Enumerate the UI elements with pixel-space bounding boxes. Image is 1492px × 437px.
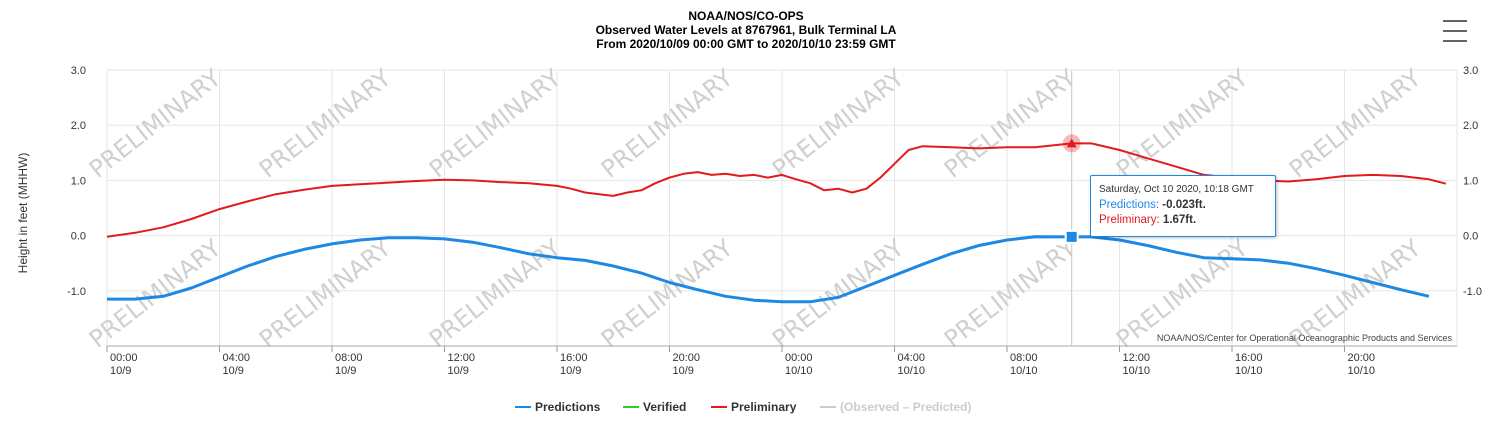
- chart-tooltip: Saturday, Oct 10 2020, 10:18 GMT Predict…: [1090, 175, 1276, 237]
- x-tick-label-date: 10/9: [110, 365, 131, 377]
- legend-swatch-preliminary: [711, 406, 727, 408]
- legend-swatch-observed-minus-predicted: [820, 406, 836, 408]
- y-tick-label-left: -1.0: [67, 286, 86, 298]
- watermark-text: PRELIMINARY: [1284, 64, 1427, 184]
- x-tick-label-time: 12:00: [448, 352, 476, 364]
- hamburger-menu-icon[interactable]: [1440, 18, 1470, 44]
- watermark-text: PRELIMINARY: [424, 234, 567, 354]
- watermark-text: PRELIMINARY: [767, 234, 910, 354]
- y-tick-label-right: 3.0: [1463, 65, 1478, 77]
- hover-marker-preliminary: [1066, 138, 1077, 148]
- y-tick-label-left: 3.0: [71, 65, 86, 77]
- x-tick-label-time: 16:00: [1235, 352, 1263, 364]
- y-tick-label-right: 2.0: [1463, 120, 1478, 132]
- watermark-text: PRELIMINARY: [254, 234, 397, 354]
- tooltip-prelim-value: 1.67ft.: [1162, 214, 1197, 226]
- x-tick-label-time: 20:00: [673, 352, 701, 364]
- x-tick-label-date: 10/10: [1123, 365, 1151, 377]
- chart-credit: NOAA/NOS/Center for Operational Oceanogr…: [1156, 333, 1452, 343]
- hover-markers: [1062, 70, 1081, 346]
- y-tick-label-right: 0.0: [1463, 231, 1478, 243]
- watermark-text: PRELIMINARY: [84, 64, 227, 184]
- series-line-preliminary: [106, 142, 1447, 238]
- watermark-text: PRELIMINARY: [84, 234, 227, 354]
- x-tick-label-time: 12:00: [1123, 352, 1151, 364]
- watermark-text: PRELIMINARY: [767, 64, 910, 184]
- chart-legend: Predictions Verified Preliminary (Observ…: [0, 400, 1492, 416]
- x-tick-label-date: 10/9: [673, 365, 694, 377]
- tooltip-preliminary: Preliminary: 1.67ft.: [1099, 214, 1196, 226]
- x-tick-label-date: 10/9: [335, 365, 356, 377]
- chart-axes: -1.0 -1.00.0 0.01.0 1.02.0 2.03.0 3.000:0010/…: [16, 65, 1482, 377]
- x-tick-label-time: 16:00: [560, 352, 588, 364]
- tooltip-prelim-label: Preliminary:: [1099, 214, 1160, 226]
- x-tick-label-time: 08:00: [1010, 352, 1038, 364]
- x-tick-label-time: 00:00: [785, 352, 813, 364]
- x-tick-label-date: 10/10: [898, 365, 926, 377]
- x-tick-label-date: 10/9: [448, 365, 469, 377]
- x-tick-label-date: 10/9: [560, 365, 581, 377]
- x-tick-label-time: 00:00: [110, 352, 138, 364]
- tooltip-predictions: Predictions: -0.023ft.: [1099, 199, 1206, 211]
- tooltip-pred-label: Predictions:: [1099, 199, 1160, 211]
- series-line-predictions: [107, 235, 1430, 304]
- legend-label-predictions: Predictions: [535, 400, 601, 414]
- chart-series: [106, 142, 1447, 304]
- y-tick-label-left: 1.0: [71, 175, 86, 187]
- legend-swatch-verified: [623, 406, 639, 408]
- watermark-text: PRELIMINARY: [424, 64, 567, 184]
- x-tick-label-time: 04:00: [898, 352, 926, 364]
- y-tick-label-right: 1.0: [1463, 175, 1478, 187]
- tooltip-pred-value: -0.023ft.: [1162, 199, 1206, 211]
- watermark-text: PRELIMINARY: [596, 64, 739, 184]
- y-tick-label-left: 0.0: [71, 231, 86, 243]
- x-tick-label-time: 04:00: [223, 352, 251, 364]
- x-tick-label-date: 10/10: [1235, 365, 1263, 377]
- watermark-text: PRELIMINARY: [939, 64, 1082, 184]
- legend-label-preliminary: Preliminary: [731, 400, 797, 414]
- y-tick-label-right: -1.0: [1463, 286, 1482, 298]
- chart-title-daterange: From 2020/10/09 00:00 GMT to 2020/10/10 …: [596, 37, 896, 51]
- legend-label-verified: Verified: [643, 400, 687, 414]
- y-axis-title: Height in feet (MHHW): [16, 153, 30, 274]
- x-tick-label-time: 08:00: [335, 352, 363, 364]
- hover-marker-predictions: [1064, 229, 1079, 244]
- x-tick-label-date: 10/10: [1010, 365, 1038, 377]
- y-tick-label-left: 2.0: [71, 120, 86, 132]
- x-tick-label-time: 20:00: [1348, 352, 1376, 364]
- legend-swatch-predictions: [515, 406, 531, 408]
- x-tick-label-date: 10/10: [785, 365, 813, 377]
- tooltip-date: Saturday, Oct 10 2020, 10:18 GMT: [1099, 184, 1254, 195]
- legend-label-observed-minus-predicted: (Observed – Predicted): [840, 400, 972, 414]
- chart-title-station: Observed Water Levels at 8767961, Bulk T…: [595, 23, 897, 37]
- chart-title-agency: NOAA/NOS/CO-OPS: [688, 9, 804, 23]
- watermark-text: PRELIMINARY: [254, 64, 397, 184]
- x-tick-label-date: 10/10: [1348, 365, 1376, 377]
- x-tick-label-date: 10/9: [223, 365, 244, 377]
